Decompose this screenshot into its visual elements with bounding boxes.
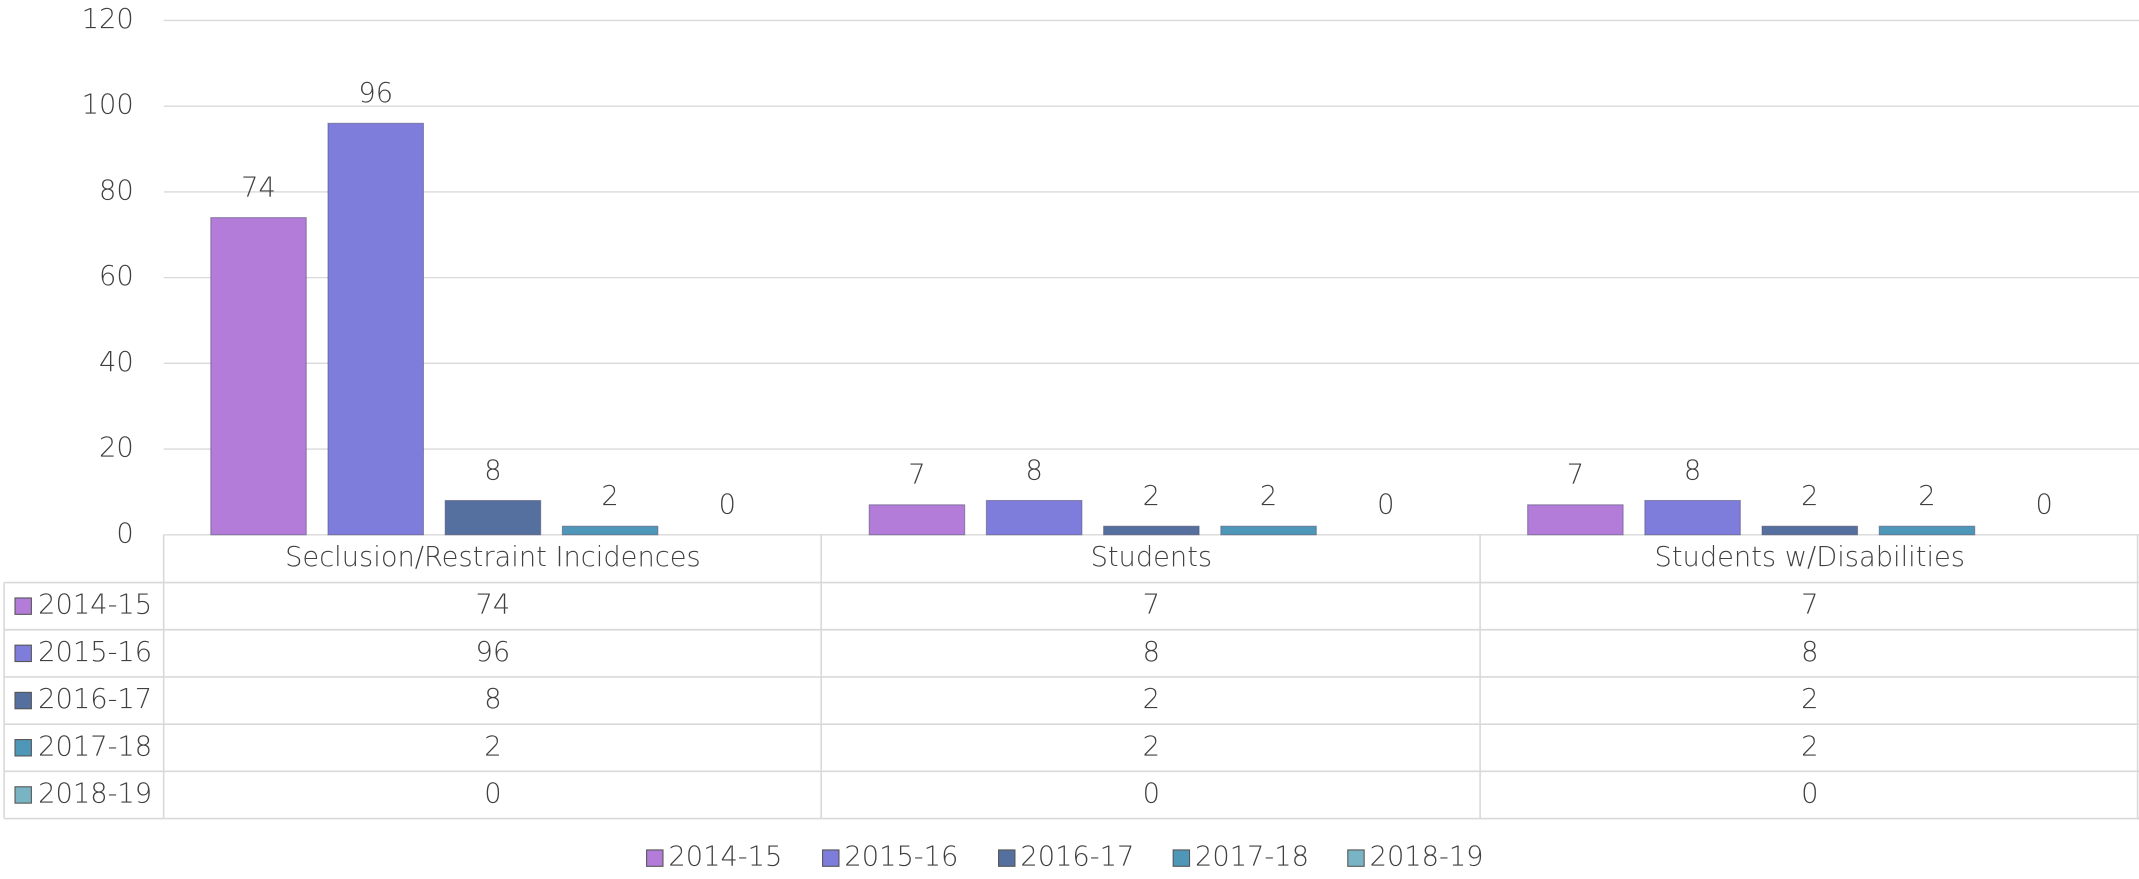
- table-legend-key: [14, 644, 32, 663]
- data-label: 0: [719, 490, 736, 521]
- legend-label: 2017-18: [1195, 842, 1309, 873]
- data-table-grid: [3, 534, 2139, 820]
- y-tick-label: 0: [116, 518, 133, 549]
- legend-label: 2014-15: [668, 842, 782, 873]
- legend-key: [822, 849, 840, 867]
- data-label: 0: [2036, 490, 2053, 521]
- bar: [1878, 525, 1976, 536]
- table-row-label: 2016-17: [38, 684, 152, 715]
- data-label: 2: [601, 481, 618, 512]
- data-label: 8: [1684, 455, 1701, 486]
- x-tick-label: Students w/Disabilities: [1655, 542, 1965, 573]
- table-cell: 7: [1801, 590, 1818, 621]
- bar: [868, 504, 966, 536]
- y-tick-label: 20: [99, 433, 134, 464]
- table-row-label: 2014-15: [38, 590, 152, 621]
- table-legend-key: [14, 597, 32, 615]
- data-label: 2: [1260, 481, 1277, 512]
- table-cell: 2: [1801, 731, 1818, 762]
- bar: [444, 499, 542, 536]
- table-cell: 2: [1801, 684, 1818, 715]
- data-label: 2: [1918, 481, 1935, 512]
- y-tick-label: 120: [82, 4, 134, 35]
- table-cell: 8: [1143, 637, 1160, 668]
- table-cell: 96: [476, 637, 511, 668]
- y-tick-label: 40: [99, 347, 134, 378]
- table-cell: 8: [1801, 637, 1818, 668]
- legend-key: [998, 849, 1016, 867]
- table-row-label: 2017-18: [38, 731, 152, 762]
- data-label: 7: [1567, 460, 1584, 491]
- table-legend-key: [14, 739, 32, 757]
- table-cell: 2: [484, 731, 501, 762]
- legend-label: 2016-17: [1020, 842, 1134, 873]
- table-cell: 0: [1801, 778, 1818, 809]
- legend-label: 2018-19: [1370, 842, 1484, 873]
- bar: [1527, 504, 1624, 536]
- bar: [1761, 525, 1859, 536]
- table-cell: 8: [484, 684, 501, 715]
- table-row-label: 2018-19: [38, 778, 152, 809]
- table-legend-key: [14, 786, 32, 804]
- data-label: 96: [358, 78, 393, 109]
- bar: [1220, 525, 1317, 536]
- bar: [1644, 499, 1741, 536]
- bar: [985, 499, 1083, 536]
- data-label: 8: [1025, 455, 1042, 486]
- data-label: 8: [484, 455, 501, 486]
- bar: [210, 217, 307, 536]
- legend-key: [1347, 849, 1365, 867]
- y-tick-label: 80: [99, 175, 134, 206]
- legend-key: [646, 849, 664, 867]
- table-cell: 0: [1143, 778, 1160, 809]
- bar: [561, 525, 659, 536]
- legend-label: 2015-16: [844, 842, 958, 873]
- data-label: 74: [241, 172, 276, 203]
- y-tick-label: 60: [99, 261, 134, 292]
- table-legend-key: [14, 691, 32, 710]
- table-cell: 2: [1143, 684, 1160, 715]
- table-cell: 7: [1143, 590, 1160, 621]
- bar: [1103, 525, 1200, 536]
- x-tick-label: Students: [1091, 542, 1213, 573]
- legend-key: [1172, 849, 1191, 867]
- data-label: 2: [1143, 481, 1160, 512]
- table-row-label: 2015-16: [38, 637, 152, 668]
- table-cell: 74: [476, 590, 511, 621]
- table-cell: 0: [484, 778, 501, 809]
- bar: [327, 122, 424, 536]
- x-tick-label: Seclusion/Restraint Incidences: [285, 542, 701, 573]
- data-label: 2: [1801, 481, 1818, 512]
- data-label: 7: [908, 460, 925, 491]
- table-cell: 2: [1143, 731, 1160, 762]
- y-tick-label: 100: [82, 90, 134, 121]
- data-label: 0: [1377, 490, 1394, 521]
